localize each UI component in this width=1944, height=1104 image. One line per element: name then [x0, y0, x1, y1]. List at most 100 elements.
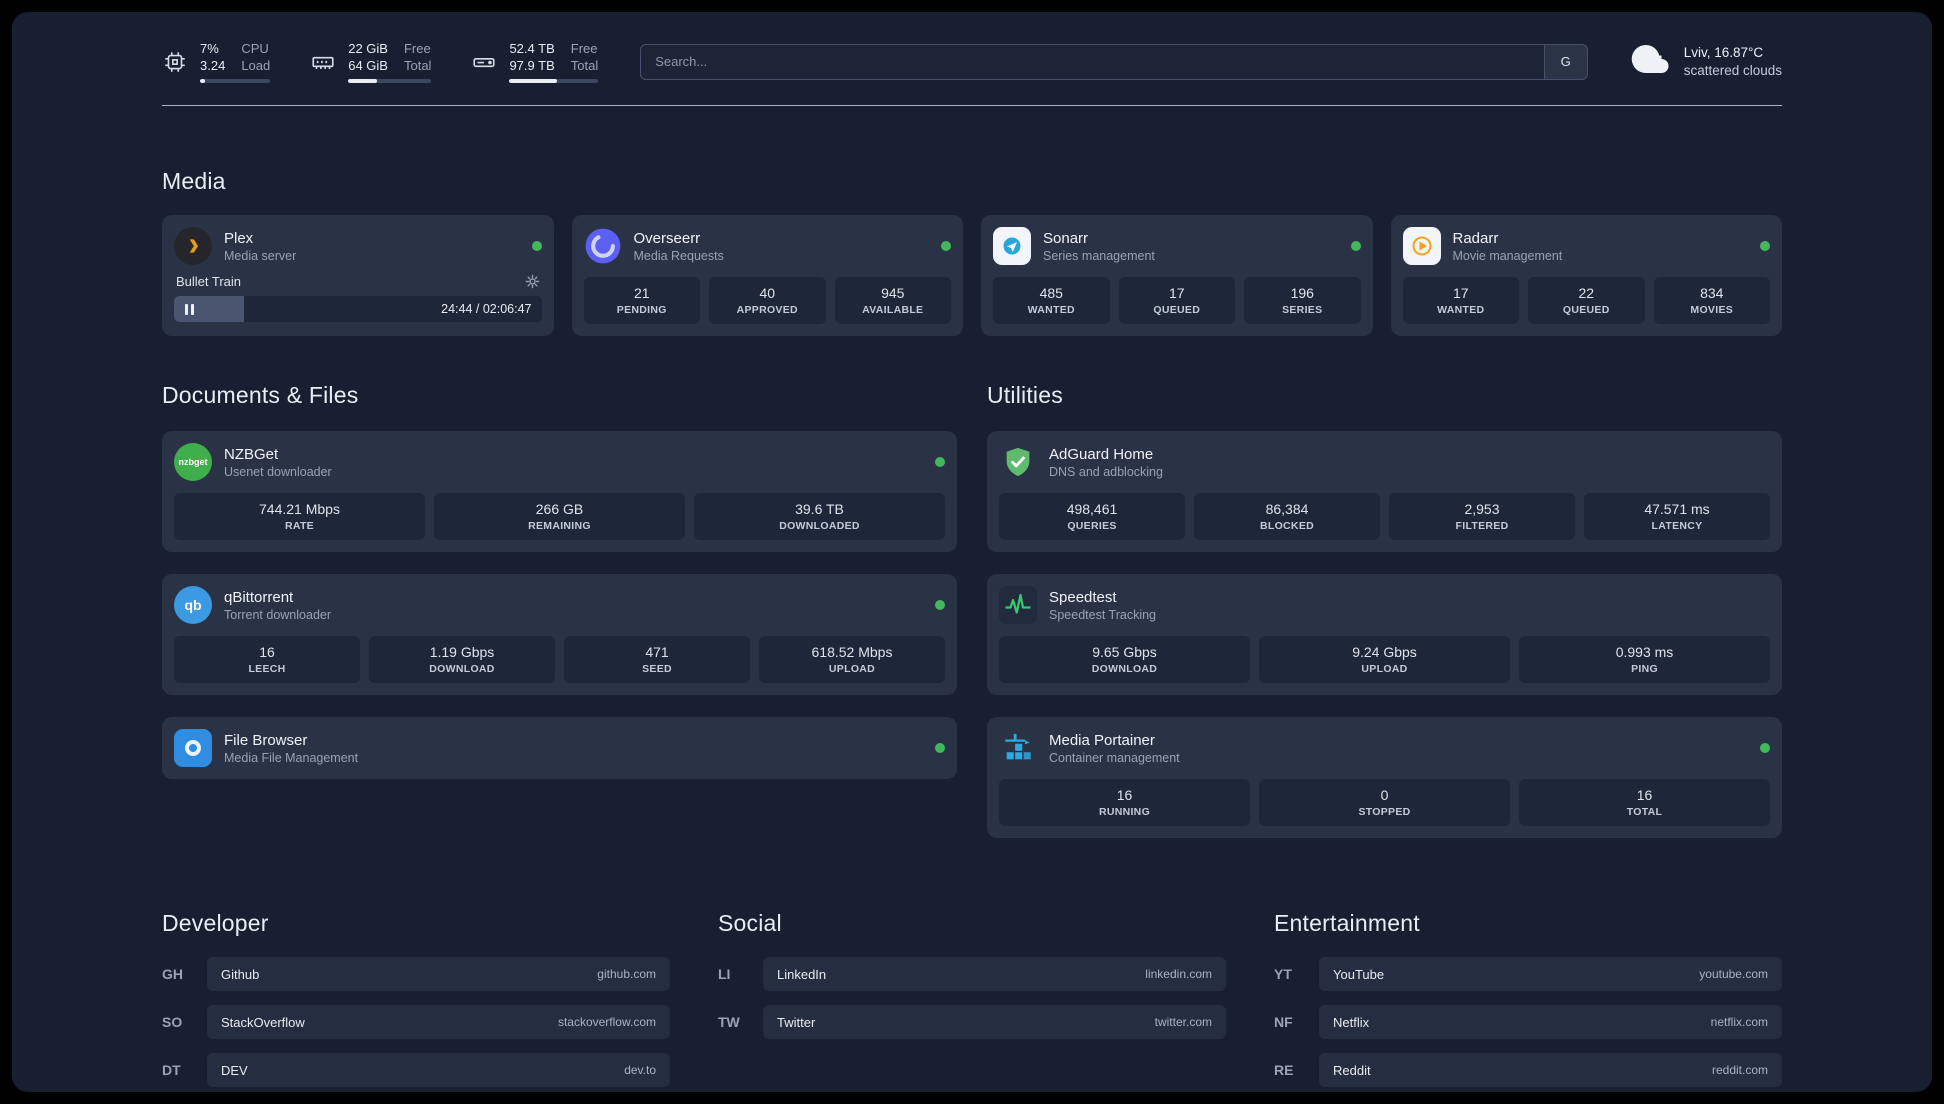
- nzbget-icon: nzbget: [174, 443, 212, 481]
- ram-free-value: 22 GiB: [348, 41, 388, 56]
- cpu-metric: 7% 3.24 CPU Load: [162, 40, 271, 83]
- bookmark-link-twitter[interactable]: Twitter twitter.com: [763, 1005, 1226, 1039]
- status-dot: [935, 457, 945, 467]
- stat-queued: 22 QUEUED: [1528, 277, 1645, 324]
- stat-total: 16 TOTAL: [1519, 779, 1770, 826]
- status-dot: [935, 743, 945, 753]
- stat-label: DOWNLOADED: [779, 520, 860, 532]
- section-title-developer: Developer: [162, 910, 269, 936]
- app-name: AdGuard Home: [1049, 445, 1154, 463]
- disk-metric: 52.4 TB 97.9 TB Free Total: [471, 40, 599, 83]
- search-bar: G: [640, 43, 1588, 80]
- playback-progress-bar[interactable]: 24:44 / 02:06:47: [174, 296, 542, 322]
- stat-value: 498,461: [1066, 501, 1118, 517]
- bookmark-link-dev[interactable]: DEV dev.to: [207, 1053, 670, 1087]
- bookmark-link-reddit[interactable]: Reddit reddit.com: [1319, 1053, 1782, 1087]
- bookmark-group-entertainment: Entertainment YT YouTube youtube.com NF …: [1274, 910, 1782, 1087]
- app-card-portainer[interactable]: Media Portainer Container management 16 …: [987, 717, 1782, 838]
- bookmark-group-developer: Developer GH Github github.com SO StackO…: [162, 910, 670, 1087]
- gear-icon[interactable]: [525, 274, 540, 289]
- bookmark-url: twitter.com: [1154, 1015, 1212, 1029]
- stat-queued: 17 QUEUED: [1118, 277, 1235, 324]
- pause-button[interactable]: [185, 303, 194, 315]
- status-dot: [941, 241, 951, 251]
- bookmark-url: github.com: [597, 967, 656, 981]
- app-name: Sonarr: [1043, 229, 1089, 247]
- stat-value: 86,384: [1265, 501, 1309, 517]
- speedtest-icon: [999, 586, 1037, 624]
- bookmark-tag: YT: [1274, 966, 1292, 982]
- ram-metric: 22 GiB 64 GiB Free Total: [310, 40, 432, 83]
- bookmark-row: RE Reddit reddit.com: [1274, 1053, 1782, 1087]
- app-subtitle: Media server: [224, 248, 297, 263]
- status-dot: [531, 241, 542, 251]
- search-input[interactable]: [640, 43, 1544, 80]
- app-card-radarr[interactable]: Radarr Movie management 17 WANTED 22 QUE…: [1390, 215, 1782, 336]
- disk-free-label: Free: [570, 41, 598, 56]
- stat-value: 16: [1636, 787, 1653, 803]
- system-metrics: 7% 3.24 CPU Load: [162, 40, 599, 83]
- bookmark-tag: TW: [718, 1014, 740, 1030]
- app-name: NZBGet: [224, 445, 279, 463]
- stat-label: UPLOAD: [1361, 663, 1408, 675]
- bookmark-link-netflix[interactable]: Netflix netflix.com: [1319, 1005, 1782, 1039]
- stat-blocked: 86,384 BLOCKED: [1194, 493, 1380, 540]
- bookmark-row: DT DEV dev.to: [162, 1053, 670, 1087]
- app-card-nzbget[interactable]: nzbget NZBGet Usenet downloader 744.21 M…: [162, 431, 957, 552]
- stat-series: 196 SERIES: [1244, 277, 1361, 324]
- section-media: Media Plex Media server Bullet Train: [162, 168, 1782, 336]
- bookmark-link-github[interactable]: Github github.com: [207, 957, 670, 991]
- status-dot: [935, 600, 945, 610]
- stat-value: 1.19 Gbps: [429, 644, 495, 660]
- stat-label: UPLOAD: [828, 663, 876, 675]
- stat-ping: 0.993 ms PING: [1519, 636, 1770, 683]
- stat-value: 266 GB: [535, 501, 584, 517]
- app-card-adguard[interactable]: AdGuard Home DNS and adblocking 498,461 …: [987, 431, 1782, 552]
- bookmark-link-linkedin[interactable]: LinkedIn linkedin.com: [763, 957, 1226, 991]
- stat-label: MOVIES: [1690, 304, 1734, 316]
- ram-icon: [310, 49, 336, 75]
- status-dot: [1350, 241, 1361, 251]
- bookmark-link-stackoverflow[interactable]: StackOverflow stackoverflow.com: [207, 1005, 670, 1039]
- app-card-filebrowser[interactable]: File Browser Media File Management: [162, 717, 957, 779]
- stat-available: 945 AVAILABLE: [834, 277, 951, 324]
- app-card-qbittorrent[interactable]: qb qBittorrent Torrent downloader 16 LEE…: [162, 574, 957, 695]
- stat-label: SEED: [642, 663, 672, 675]
- stat-label: STOPPED: [1358, 806, 1411, 818]
- app-subtitle: Media File Management: [224, 750, 359, 765]
- stat-upload: 9.24 Gbps UPLOAD: [1259, 636, 1510, 683]
- disk-free-value: 52.4 TB: [509, 41, 555, 56]
- stat-label: LATENCY: [1651, 520, 1703, 532]
- stat-wanted: 17 WANTED: [1402, 277, 1519, 324]
- bookmark-link-youtube[interactable]: YouTube youtube.com: [1319, 957, 1782, 991]
- weather-location: Lviv, 16.87°C: [1683, 44, 1764, 60]
- stat-label: BLOCKED: [1259, 520, 1314, 532]
- bookmark-group-social: Social LI LinkedIn linkedin.com TW Twitt…: [718, 910, 1226, 1087]
- bookmark-row: LI LinkedIn linkedin.com: [718, 957, 1226, 991]
- bookmark-url: dev.to: [624, 1063, 656, 1077]
- app-subtitle: Media Requests: [633, 248, 724, 263]
- stat-value: 618.52 Mbps: [811, 644, 893, 660]
- search-engine-button[interactable]: G: [1543, 43, 1588, 80]
- stat-label: QUERIES: [1067, 520, 1117, 532]
- stat-value: 945: [881, 285, 905, 301]
- stat-download: 9.65 Gbps DOWNLOAD: [999, 636, 1250, 683]
- ram-total-label: Total: [403, 58, 432, 73]
- ram-free-label: Free: [403, 41, 431, 56]
- cpu-load-label: Load: [241, 58, 271, 73]
- app-name: Radarr: [1452, 229, 1499, 247]
- stat-upload: 618.52 Mbps UPLOAD: [759, 636, 945, 683]
- app-card-speedtest[interactable]: Speedtest Speedtest Tracking 9.65 Gbps D…: [987, 574, 1782, 695]
- stat-value: 17: [1452, 285, 1469, 301]
- bookmark-tag: SO: [162, 1014, 183, 1030]
- section-title-entertainment: Entertainment: [1274, 910, 1420, 936]
- app-card-sonarr[interactable]: Sonarr Series management 485 WANTED 17 Q…: [981, 215, 1373, 336]
- radarr-icon: [1402, 227, 1441, 265]
- app-card-overseerr[interactable]: Overseerr Media Requests 21 PENDING 40 A…: [571, 215, 963, 336]
- stat-value: 196: [1290, 285, 1314, 301]
- now-playing-title: Bullet Train: [176, 274, 242, 289]
- app-card-plex[interactable]: Plex Media server Bullet Train: [162, 215, 554, 336]
- stat-label: WANTED: [1027, 304, 1075, 316]
- stat-latency: 47.571 ms LATENCY: [1584, 493, 1770, 540]
- stat-download: 1.19 Gbps DOWNLOAD: [369, 636, 555, 683]
